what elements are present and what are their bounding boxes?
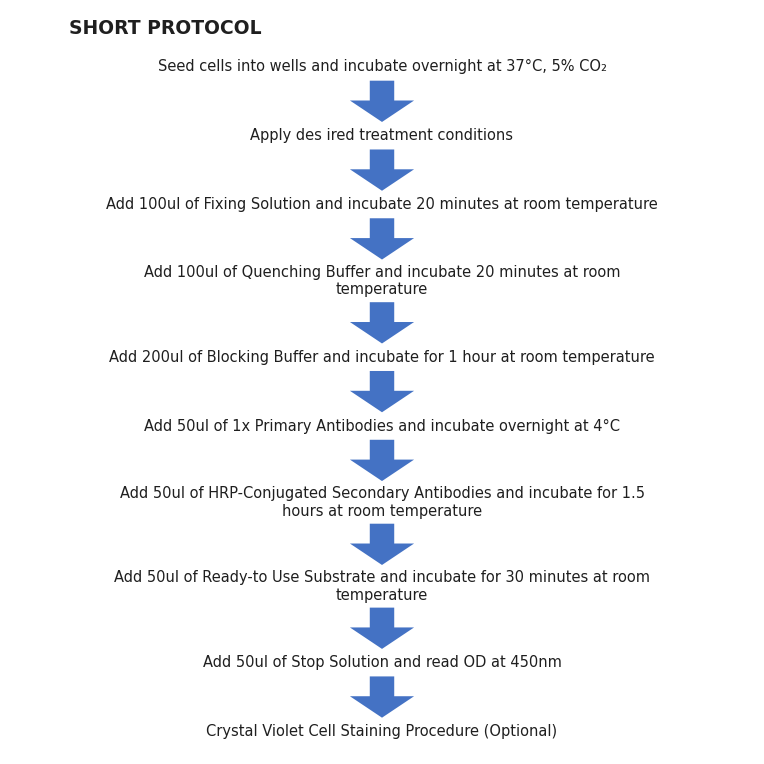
Polygon shape — [350, 303, 414, 344]
Polygon shape — [350, 523, 414, 565]
Text: Add 50ul of Ready-to Use Substrate and incubate for 30 minutes at room
temperatu: Add 50ul of Ready-to Use Substrate and i… — [114, 570, 650, 603]
Polygon shape — [350, 440, 414, 481]
Polygon shape — [350, 150, 414, 191]
Polygon shape — [350, 371, 414, 413]
Text: Apply des ired treatment conditions: Apply des ired treatment conditions — [251, 128, 513, 143]
Text: SHORT PROTOCOL: SHORT PROTOCOL — [69, 19, 261, 38]
Text: Add 100ul of Fixing Solution and incubate 20 minutes at room temperature: Add 100ul of Fixing Solution and incubat… — [106, 197, 658, 212]
Polygon shape — [350, 607, 414, 649]
Text: Add 50ul of HRP-Conjugated Secondary Antibodies and incubate for 1.5
hours at ro: Add 50ul of HRP-Conjugated Secondary Ant… — [119, 486, 645, 519]
Polygon shape — [350, 676, 414, 717]
Text: Add 50ul of Stop Solution and read OD at 450nm: Add 50ul of Stop Solution and read OD at… — [202, 656, 562, 670]
Text: Add 100ul of Quenching Buffer and incubate 20 minutes at room
temperature: Add 100ul of Quenching Buffer and incuba… — [144, 264, 620, 297]
Polygon shape — [350, 81, 414, 122]
Text: Crystal Violet Cell Staining Procedure (Optional): Crystal Violet Cell Staining Procedure (… — [206, 724, 558, 739]
Text: Add 50ul of 1x Primary Antibodies and incubate overnight at 4°C: Add 50ul of 1x Primary Antibodies and in… — [144, 419, 620, 433]
Text: Add 200ul of Blocking Buffer and incubate for 1 hour at room temperature: Add 200ul of Blocking Buffer and incubat… — [109, 350, 655, 364]
Polygon shape — [350, 219, 414, 260]
Text: Seed cells into wells and incubate overnight at 37°C, 5% CO₂: Seed cells into wells and incubate overn… — [157, 60, 607, 74]
